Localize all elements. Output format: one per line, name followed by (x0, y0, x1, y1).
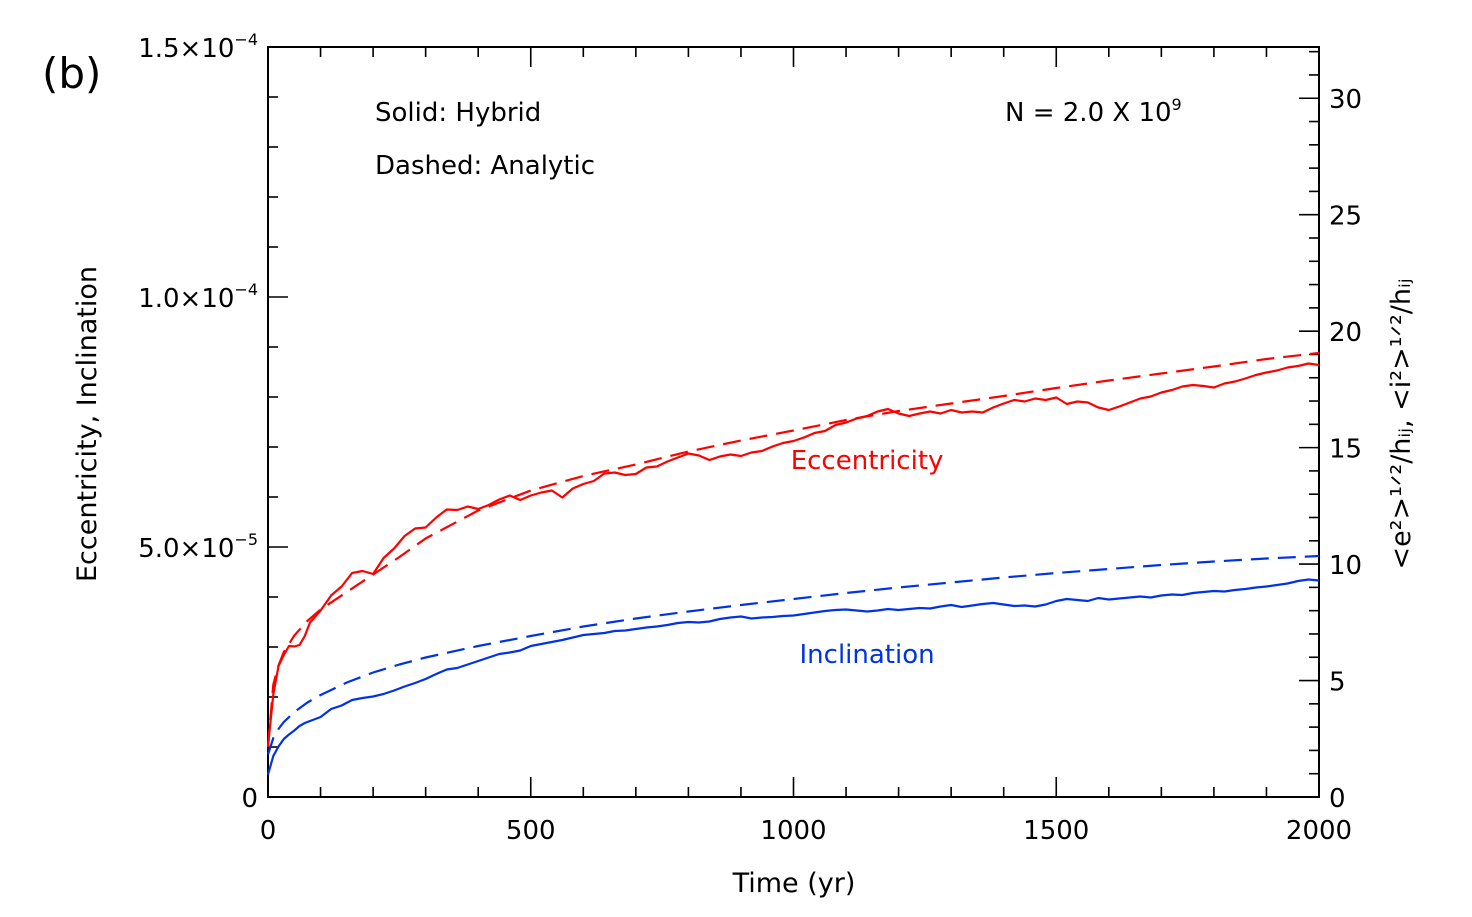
panel-label: (b) (42, 49, 101, 98)
y-right-tick-label: 0 (1329, 784, 1346, 814)
inclination-dashed-line (266, 554, 1320, 755)
y-tick-label: 5.0×10−5 (138, 530, 258, 564)
y-right-axis-title: <e²>¹ᐟ²/hᵢⱼ, <i²>¹ᐟ²/hᵢⱼ (1386, 278, 1417, 569)
annotation-n-exponent: 9 (1172, 95, 1182, 114)
annotation-dashed: Dashed: Analytic (375, 151, 595, 181)
y-right-tick-label: 30 (1329, 85, 1362, 115)
y-right-tick-label: 25 (1329, 202, 1362, 232)
y-tick-label: 0 (241, 784, 258, 814)
annotation-solid: Solid: Hybrid (375, 98, 541, 128)
x-tick-labels: 0 500 1000 1500 2000 (260, 816, 1352, 846)
y-tick-labels: 0 5.0×10−5 1.0×10−4 1.5×10−4 (138, 30, 258, 814)
annotation-n: N = 2.0 X 109 (1005, 95, 1182, 128)
y-tick-label: 1.0×10−4 (138, 280, 258, 314)
series-label-eccentricity: Eccentricity (791, 446, 944, 476)
eccentricity-solid-line (266, 362, 1320, 747)
series-label-layer: Eccentricity Inclination (791, 446, 944, 670)
y-right-tick-label: 15 (1329, 435, 1362, 465)
x-tick-label: 0 (260, 816, 277, 846)
inclination-solid-line (266, 578, 1320, 775)
eccentricity-dashed-line (266, 351, 1320, 748)
series-layer (266, 351, 1320, 775)
y-right-tick-label: 5 (1329, 668, 1346, 698)
annotation-n-text: N = 2.0 X 10 (1005, 98, 1172, 128)
x-tick-label: 500 (506, 816, 556, 846)
y-right-tick-label: 10 (1329, 551, 1362, 581)
y-right-tick-labels: 0 5 10 15 20 25 30 (1329, 85, 1362, 814)
x-tick-label: 2000 (1286, 816, 1352, 846)
x-tick-label: 1500 (1023, 816, 1089, 846)
tick-marks (267, 46, 1320, 798)
y-right-tick-label: 20 (1329, 318, 1362, 348)
y-tick-label: 1.5×10−4 (138, 30, 258, 64)
x-axis-title: Time (yr) (732, 868, 856, 899)
y-axis-title: Eccentricity, Inclination (72, 266, 103, 582)
series-label-inclination: Inclination (800, 640, 935, 670)
x-tick-label: 1000 (760, 816, 826, 846)
